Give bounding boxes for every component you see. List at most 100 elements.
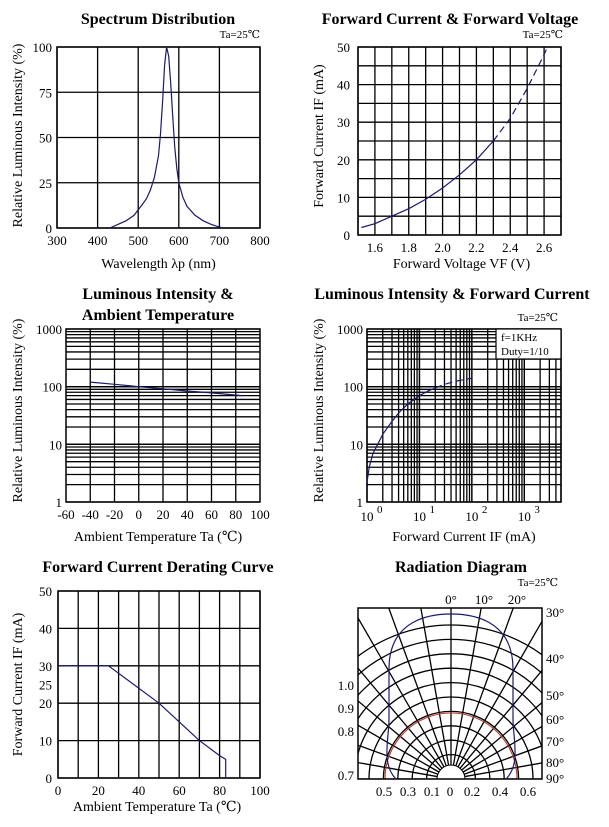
polar-grid: [358, 608, 542, 779]
angle-label-right: 90°: [546, 771, 564, 786]
temperature-note: Ta=25℃: [518, 577, 558, 589]
x-tick-label: 80: [213, 783, 226, 798]
chart-derating-curve: Forward Current Derating Curve 0 20 40 60 80 1…: [11, 559, 274, 815]
chart-title-line2: Ambient Temperature: [82, 307, 234, 324]
chart-title: Luminous Intensity & Forward Current: [314, 286, 590, 303]
plot-frame: [357, 46, 562, 236]
radius-label-left: 0.9: [338, 701, 354, 716]
series-line-solid: [366, 387, 436, 483]
polar-spoke: [358, 616, 445, 768]
y-tick-label: 50: [39, 131, 52, 146]
radius-label-bottom: 0.1: [424, 784, 440, 799]
y-tick-label: 10: [49, 437, 62, 452]
y-tick-label: 1: [357, 495, 364, 510]
x-tick-label: 700: [210, 233, 230, 248]
radius-label-left: 0.7: [338, 768, 355, 783]
y-tick-label: 1000: [337, 322, 363, 337]
x-axis-label: Wavelength λp (nm): [101, 257, 216, 272]
chart-title: Spectrum Distribution: [81, 11, 235, 28]
x-tick-label: -20: [106, 507, 123, 522]
x-tick-label: 300: [47, 233, 67, 248]
x-tick-label: 500: [128, 233, 148, 248]
y-axis-label: Forward Current IF (mA): [11, 612, 26, 756]
x-tick-label: 40: [181, 507, 194, 522]
x-tick-exponent: 2: [482, 504, 488, 516]
polar-spoke: [459, 669, 542, 769]
x-axis-label: Ambient Temperature Ta (℃): [73, 800, 242, 815]
y-tick-label: 0: [46, 771, 53, 786]
polar-spoke: [461, 701, 542, 771]
x-tick-label: -60: [57, 507, 74, 522]
x-axis-label: Forward Current IF (mA): [392, 530, 536, 545]
radius-label-bottom: 0: [447, 784, 454, 799]
polar-spoke: [463, 745, 542, 775]
legend-duty: Duty=1/10: [501, 346, 549, 358]
radius-label-left: 1.0: [338, 678, 354, 693]
y-axis-label: Relative Luminous Intensity (%): [11, 318, 26, 502]
series-line-derating: [58, 665, 227, 778]
y-tick-label: 50: [337, 40, 350, 55]
polar-spoke: [358, 667, 443, 769]
radius-label-bottom: 0.5: [376, 784, 392, 799]
x-tick-label: 10: [518, 509, 531, 524]
y-tick-label: 1: [56, 495, 63, 510]
plot-frame: [366, 328, 562, 503]
x-tick-label: 0: [136, 507, 143, 522]
y-tick-label: 30: [39, 659, 52, 674]
x-tick-label: 100: [250, 507, 270, 522]
polar-spoke: [452, 608, 482, 766]
x-axis-label: Ambient Temperature Ta (℃): [74, 530, 243, 545]
x-tick-label: 2.2: [468, 240, 484, 255]
y-tick-label: 25: [39, 678, 52, 693]
polar-center: [436, 764, 466, 779]
angle-label-top: 10°: [475, 592, 493, 607]
chart-title: Forward Current & Forward Voltage: [322, 11, 579, 28]
polar-spoke: [462, 725, 542, 773]
temperature-note: Ta=25℃: [518, 312, 558, 324]
x-tick-label: 100: [250, 783, 270, 798]
x-tick-exponent: 0: [377, 504, 383, 516]
x-tick-label: 10: [361, 509, 374, 524]
series-line-spectrum: [109, 46, 224, 229]
y-tick-label: 10: [350, 437, 363, 452]
y-tick-label: 40: [39, 621, 52, 636]
radius-label-bottom: 0.3: [400, 784, 416, 799]
angle-label-right: 50°: [546, 688, 564, 703]
x-tick-label: 2.4: [502, 240, 519, 255]
angle-label-right: 30°: [546, 605, 564, 620]
series-line-dashed: [492, 46, 549, 142]
radius-label-bottom: 0.2: [464, 784, 480, 799]
chart-title: Forward Current Derating Curve: [42, 559, 273, 576]
y-tick-label: 10: [337, 190, 350, 205]
angle-label-right: 80°: [546, 755, 564, 770]
x-tick-label: -40: [82, 507, 99, 522]
series-line-pattern: [386, 613, 516, 780]
y-tick-label: 30: [337, 115, 350, 130]
x-tick-label: 1.8: [401, 240, 417, 255]
angle-label-right: 60°: [546, 712, 564, 727]
polar-spoke: [464, 762, 542, 778]
y-tick-label: 0: [344, 228, 351, 243]
reference-ring: [384, 712, 518, 779]
x-tick-label: 2.6: [536, 240, 553, 255]
chart-luminous-intensity-current: Luminous Intensity & Forward Current Ta=2…: [312, 286, 590, 545]
y-axis-label: Forward Current IF (mA): [312, 64, 327, 208]
plot-frame: [57, 590, 261, 779]
polar-spoke: [388, 608, 447, 767]
chart-title-line1: Luminous Intensity &: [82, 286, 233, 303]
y-tick-label: 40: [337, 78, 350, 93]
y-axis-label: Relative Luminous Intensity (%): [312, 318, 327, 502]
y-tick-label: 10: [39, 734, 52, 749]
x-tick-label: 60: [173, 783, 186, 798]
x-tick-label: 10: [413, 509, 426, 524]
polar-spoke: [358, 724, 440, 773]
polar-spoke: [457, 620, 542, 768]
chart-luminous-intensity-temperature: Luminous Intensity & Ambient Temperature -…: [11, 286, 270, 545]
y-tick-label: 20: [337, 153, 350, 168]
x-tick-exponent: 1: [429, 504, 435, 516]
series-line-dashed: [434, 377, 473, 389]
x-tick-exponent: 3: [534, 504, 540, 516]
